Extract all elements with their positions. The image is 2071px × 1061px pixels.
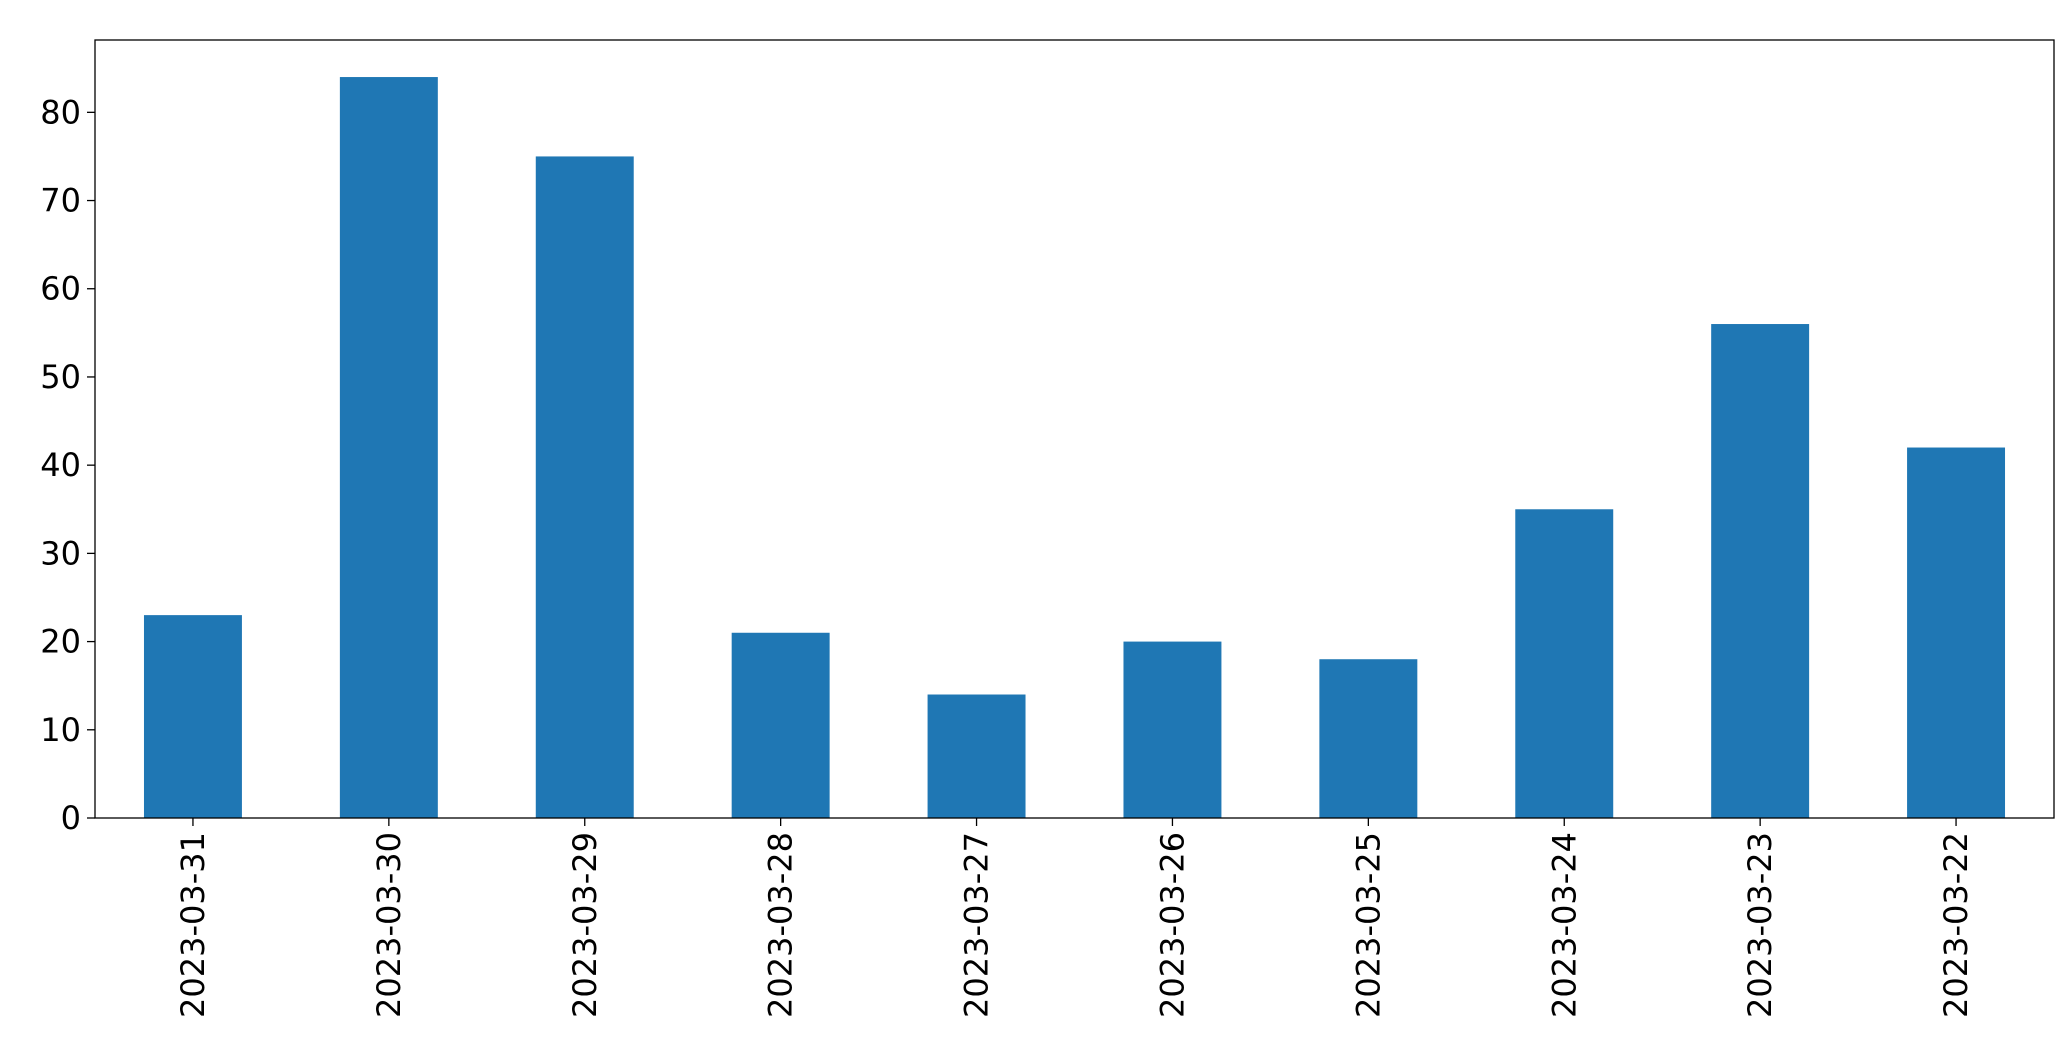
bar bbox=[1123, 641, 1222, 818]
x-tick-label: 2023-03-25 bbox=[1349, 832, 1387, 1018]
bar bbox=[143, 615, 242, 818]
y-tick-label: 70 bbox=[40, 182, 81, 220]
plot-frame bbox=[94, 39, 2055, 819]
y-tick-label: 0 bbox=[61, 799, 81, 837]
bar bbox=[1319, 659, 1418, 818]
y-tick-label: 50 bbox=[40, 358, 81, 396]
x-tick-label: 2023-03-28 bbox=[762, 832, 800, 1018]
y-tick-label: 10 bbox=[40, 711, 81, 749]
x-tick-label: 2023-03-26 bbox=[1153, 832, 1191, 1018]
bar bbox=[535, 156, 634, 819]
y-tick-label: 30 bbox=[40, 534, 81, 572]
x-tick-label: 2023-03-29 bbox=[566, 832, 604, 1018]
x-tick-label: 2023-03-24 bbox=[1545, 832, 1583, 1018]
x-tick-label: 2023-03-31 bbox=[174, 832, 212, 1018]
bar bbox=[731, 632, 830, 818]
y-tick-label: 40 bbox=[40, 446, 81, 484]
bar bbox=[339, 77, 438, 819]
x-tick-label: 2023-03-27 bbox=[958, 832, 996, 1018]
x-tick-label: 2023-03-30 bbox=[370, 832, 408, 1018]
bar bbox=[1907, 447, 2006, 818]
x-tick-label: 2023-03-22 bbox=[1937, 832, 1975, 1018]
y-tick-label: 80 bbox=[40, 93, 81, 131]
bar bbox=[927, 694, 1026, 818]
x-tick-label: 2023-03-23 bbox=[1741, 832, 1779, 1018]
y-tick-label: 20 bbox=[40, 623, 81, 661]
y-tick-label: 60 bbox=[40, 270, 81, 308]
bar bbox=[1515, 509, 1614, 818]
bar bbox=[1711, 324, 1810, 818]
